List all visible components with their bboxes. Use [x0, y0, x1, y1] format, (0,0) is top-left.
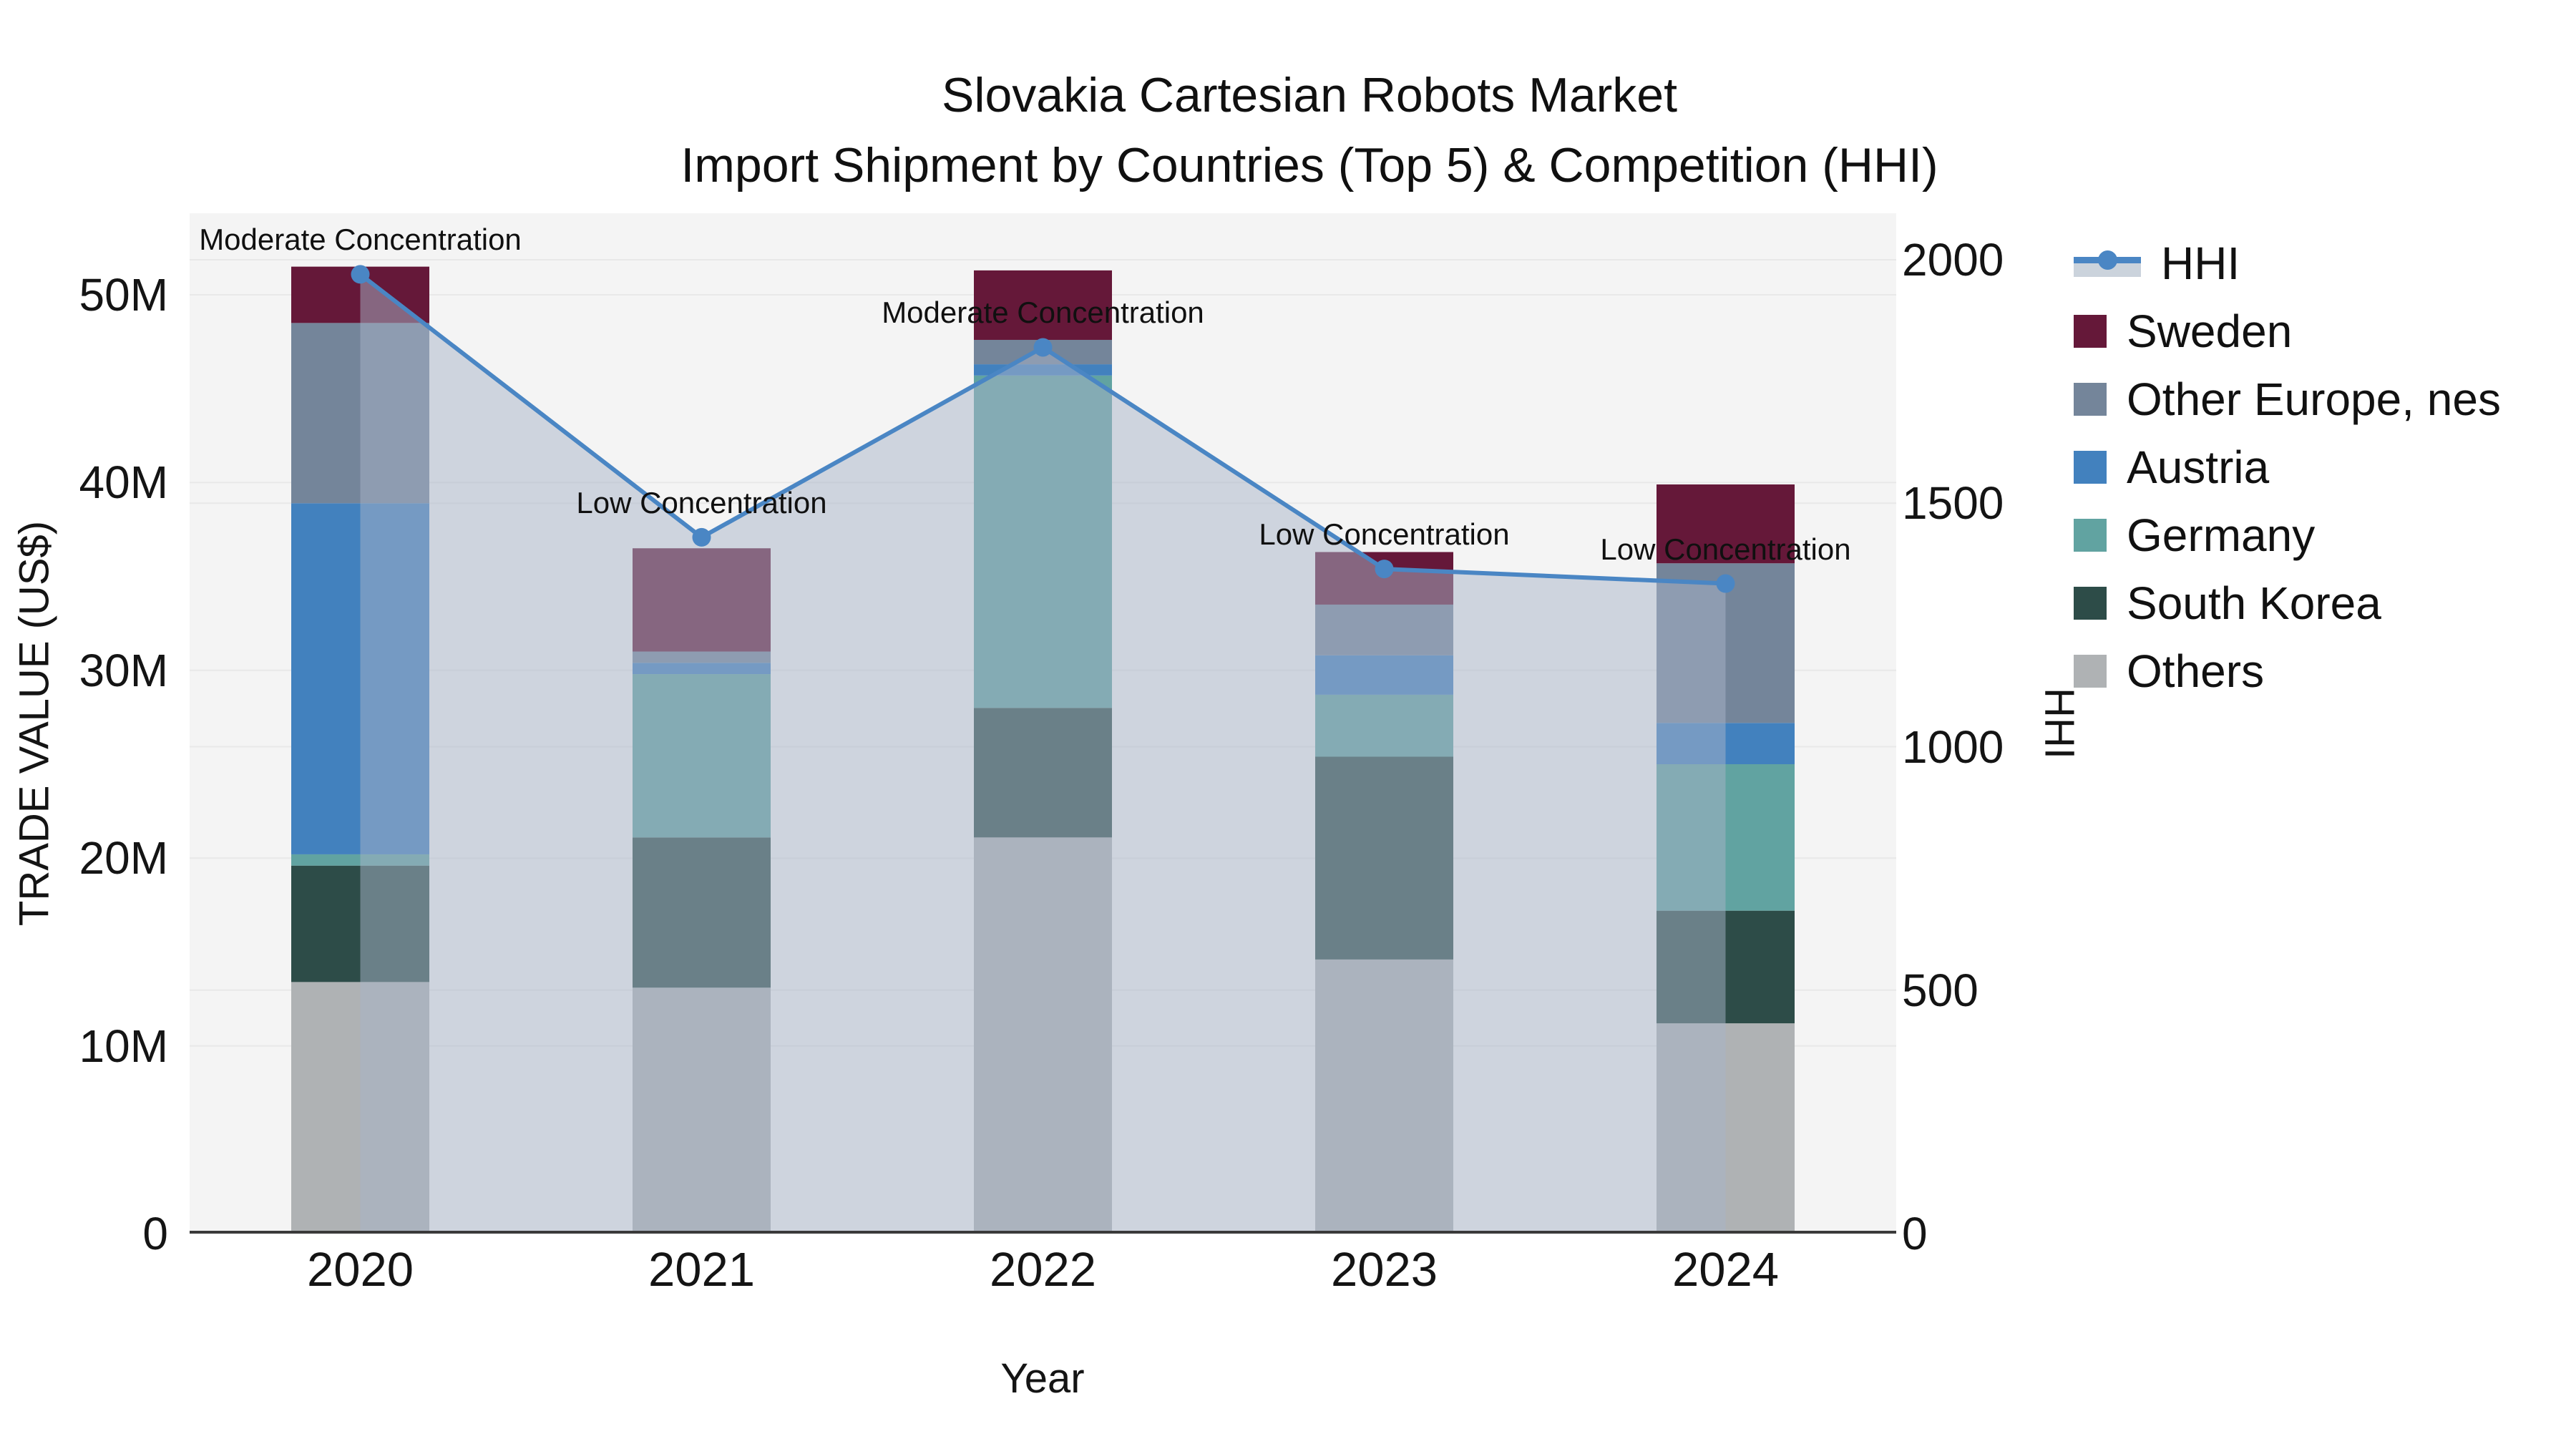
hhi-point-2021[interactable] [692, 527, 711, 547]
hhi-point-2022[interactable] [1033, 338, 1053, 357]
plot-area [190, 213, 1896, 1234]
left-tick-label: 50M [79, 269, 169, 321]
hhi-area-fill [360, 274, 1726, 1234]
legend-item-sweden[interactable]: Sweden [2074, 297, 2501, 365]
legend-label: Austria [2127, 441, 2270, 493]
legend-swatch-south-korea [2074, 586, 2107, 620]
legend-swatch-austria [2074, 450, 2107, 484]
chart-title-line2: Import Shipment by Countries (Top 5) & C… [680, 138, 1938, 192]
legend-swatch-others [2074, 654, 2107, 688]
left-tick-label: 20M [79, 832, 169, 884]
left-tick-label: 0 [142, 1208, 168, 1259]
chart-title-line1: Slovakia Cartesian Robots Market [941, 68, 1677, 122]
hhi-marker-sample [2098, 250, 2117, 270]
x-tick-label-2021: 2021 [648, 1243, 756, 1297]
legend-label: Sweden [2127, 305, 2293, 357]
x-tick-label-2023: 2023 [1330, 1243, 1438, 1297]
annotation-2020: Moderate Concentration [199, 223, 522, 257]
legend-swatch-sweden [2074, 314, 2107, 348]
bar-segment-sweden-2024[interactable] [1657, 484, 1795, 564]
legend-swatch-germany [2074, 518, 2107, 552]
hhi-line-legend-sample [2074, 247, 2141, 280]
x-axis-title: Year [1000, 1355, 1085, 1402]
chart-title: Slovakia Cartesian Robots Market Import … [680, 60, 1938, 200]
right-tick-label: 1500 [1902, 477, 2004, 530]
legend-label: HHI [2161, 237, 2240, 289]
left-tick-label: 10M [79, 1020, 169, 1072]
right-tick-label: 500 [1902, 964, 1979, 1016]
left-axis-title: TRADE VALUE (US$) [11, 520, 58, 927]
hhi-point-2020[interactable] [351, 265, 370, 284]
legend-item-other-europe--nes[interactable]: Other Europe, nes [2074, 365, 2501, 433]
annotation-2024: Low Concentration [1600, 532, 1851, 566]
legend-item-austria[interactable]: Austria [2074, 433, 2501, 501]
legend-item-hhi[interactable]: HHI [2074, 229, 2501, 297]
legend-item-south-korea[interactable]: South Korea [2074, 569, 2501, 637]
hhi-point-2023[interactable] [1375, 560, 1394, 579]
x-tick-label-2022: 2022 [989, 1243, 1097, 1297]
legend-label: Others [2127, 645, 2265, 697]
legend-label: Other Europe, nes [2127, 373, 2501, 425]
right-tick-label: 0 [1902, 1208, 1928, 1259]
right-tick-label: 1000 [1902, 721, 2004, 773]
bar-segment-sweden-2022[interactable] [974, 270, 1112, 340]
hhi-point-2024[interactable] [1716, 574, 1735, 593]
left-tick-label: 40M [79, 457, 169, 509]
chart-canvas [190, 259, 1896, 1234]
legend: HHI Sweden Other Europe, nes Austria Germany… [2074, 229, 2501, 705]
legend-label: South Korea [2127, 577, 2381, 629]
right-tick-label: 2000 [1902, 234, 2004, 286]
legend-item-germany[interactable]: Germany [2074, 501, 2501, 569]
legend-label: Germany [2127, 509, 2316, 561]
annotation-2021: Low Concentration [576, 485, 827, 519]
annotation-2023: Low Concentration [1259, 517, 1510, 552]
annotation-2022: Moderate Concentration [882, 296, 1204, 330]
legend-item-others[interactable]: Others [2074, 637, 2501, 705]
left-tick-label: 30M [79, 644, 169, 696]
x-tick-label-2020: 2020 [306, 1243, 414, 1297]
legend-swatch-other-europe--nes [2074, 382, 2107, 416]
x-tick-label-2024: 2024 [1672, 1243, 1780, 1297]
